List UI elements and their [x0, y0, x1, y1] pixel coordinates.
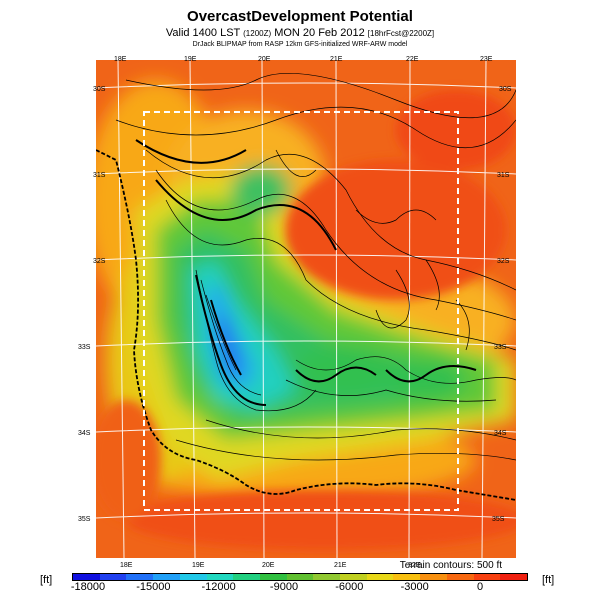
lat-label-right: 32S: [497, 258, 510, 265]
colorbar-segment: [206, 574, 234, 580]
colorbar-segment: [393, 574, 421, 580]
lat-label-right: 33S: [494, 344, 507, 351]
valid-time: Valid 1400 LST: [165, 27, 241, 39]
model-credit: DrJack BLIPMAP from RASP 12km GFS-initia…: [192, 41, 408, 48]
lon-label-bottom: 19E: [192, 562, 205, 569]
lat-label-left: 33S: [78, 344, 91, 351]
terrain-contour-note: Terrain contours: 500 ft: [399, 560, 502, 571]
colorbar-segment: [126, 574, 154, 580]
coastline: [96, 149, 516, 501]
colorbar-segment: [313, 574, 341, 580]
colorbar-segment: [259, 574, 287, 580]
unit-label-left: [ft]: [40, 574, 53, 586]
lon-label-bottom: 22E: [408, 562, 421, 569]
colorbar-segment: [366, 574, 394, 580]
map-title: OvercastDevelopment Potential: [187, 8, 413, 25]
colorbar-segment: [153, 574, 180, 580]
colorbar-tick-label: 0: [476, 581, 484, 593]
colorbar-segment: [420, 574, 447, 580]
lon-label-top: 18E: [114, 56, 127, 63]
lat-label-right: 34S: [494, 430, 507, 437]
forecast-info: [18hrFcst@2200Z]: [367, 29, 435, 38]
lat-label-right: 35S: [492, 516, 505, 523]
colorbar: [72, 573, 528, 581]
lon-label-top: 21E: [330, 56, 343, 63]
colorbar-tick-label: -12000: [201, 581, 236, 593]
map-subtitle: Valid 1400 LST (1200Z) MON 20 Feb 2012 […: [0, 27, 600, 39]
lon-label-top: 19E: [184, 56, 197, 63]
colorbar-segment: [286, 574, 314, 580]
lon-label-top: 23E: [480, 56, 493, 63]
valid-date: MON 20 Feb 2012: [274, 27, 365, 39]
utc-time: (1200Z): [243, 29, 272, 38]
potential-field: [96, 80, 516, 500]
lat-label-left: 30S: [93, 86, 106, 93]
lat-label-left: 34S: [78, 430, 91, 437]
colorbar-tick-label: -9000: [269, 581, 299, 593]
colorbar-segment: [473, 574, 501, 580]
colorbar-segment: [500, 574, 527, 580]
colorbar-segment: [340, 574, 367, 580]
lon-label-bottom: 18E: [120, 562, 133, 569]
lat-lon-grid: [96, 60, 516, 558]
lon-label-top: 20E: [258, 56, 271, 63]
lat-label-left: 31S: [93, 172, 106, 179]
lon-label-top: 22E: [406, 56, 419, 63]
colorbar-tick-label: -6000: [335, 581, 364, 593]
hotspots: [96, 90, 516, 550]
colorbar-tick-label: -3000: [400, 581, 429, 593]
lat-label-right: 30S: [499, 86, 512, 93]
colorbar-segment: [179, 574, 207, 580]
map-canvas: [96, 60, 516, 558]
forecast-map: [96, 60, 516, 558]
subdomain-box: [143, 111, 459, 511]
lon-label-bottom: 20E: [262, 562, 275, 569]
lat-label-left: 35S: [78, 516, 91, 523]
lat-label-right: 31S: [497, 172, 510, 179]
highlighted-contours: [135, 139, 477, 406]
colorbar-tick-label: -15000: [136, 581, 171, 593]
colorbar-segment: [99, 574, 127, 580]
colorbar-tick-label: -18000: [70, 581, 106, 593]
colorbar-segment: [73, 574, 100, 580]
colorbar-segment: [446, 574, 474, 580]
colorbar-segment: [233, 574, 260, 580]
lon-label-bottom: 21E: [334, 562, 347, 569]
unit-label-right: [ft]: [542, 574, 555, 586]
lat-label-left: 32S: [93, 258, 106, 265]
